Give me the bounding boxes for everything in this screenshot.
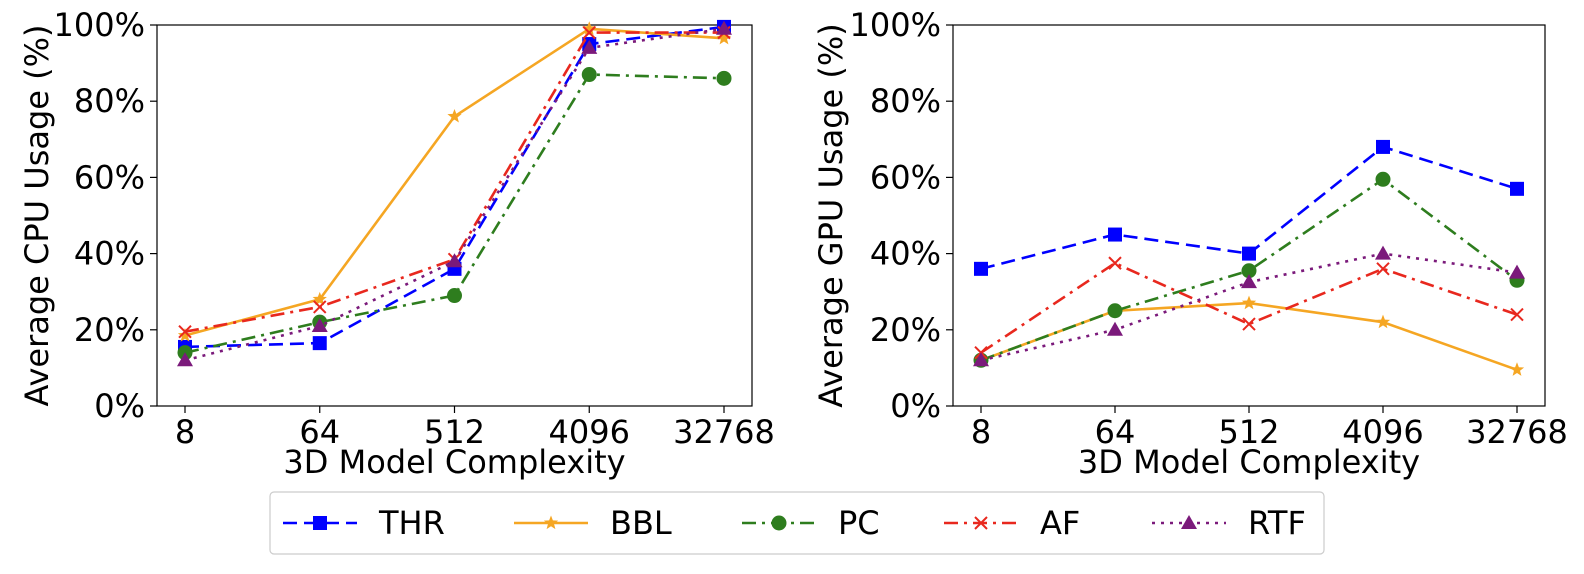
data-point-pc	[716, 70, 732, 86]
y-tick-label: 40%	[870, 235, 941, 273]
data-point-rtf	[581, 39, 598, 54]
legend-marker-thr	[313, 516, 327, 530]
data-point-pc	[1241, 263, 1257, 279]
x-tick-label: 512	[1218, 413, 1279, 451]
data-point-af	[582, 25, 596, 40]
series-line-rtf	[184, 27, 725, 362]
legend-marker-pc	[771, 515, 787, 531]
series-line-thr	[184, 25, 725, 349]
legend-entry-rtf: RTF	[1152, 504, 1306, 542]
series-line-pc	[184, 73, 725, 354]
data-point-bbl	[1509, 362, 1525, 376]
data-point-af	[313, 300, 327, 314]
x-tick-label: 8	[175, 413, 195, 451]
legend-frame	[269, 491, 1325, 555]
y-tick-label: 60%	[74, 158, 145, 196]
x-tick-label: 8	[971, 413, 991, 451]
series-bbl	[973, 295, 1525, 376]
legend-marker-bbl	[543, 515, 559, 530]
data-point-bbl	[177, 328, 193, 342]
data-point-bbl	[447, 108, 462, 123]
data-point-bbl	[582, 21, 597, 35]
x-axis-label: 3D Model Complexity	[283, 443, 625, 481]
series-thr	[178, 19, 731, 354]
x-axis-label: 3D Model Complexity	[1078, 443, 1420, 481]
legend-entry-pc: PC	[742, 504, 880, 542]
data-point-bbl	[312, 291, 327, 306]
legend-label: AF	[1040, 504, 1080, 542]
gpu-usage-panel: 0% 20% 40% 60% 80% 100% 8 64 512 4096 32768 3D Mode…	[812, 6, 1568, 481]
data-point-af	[1376, 262, 1390, 276]
y-tick-label: 100%	[54, 6, 145, 44]
x-tick-label: 32768	[673, 413, 775, 451]
legend-label: PC	[838, 504, 880, 542]
data-point-rtf	[177, 352, 193, 367]
y-tick-label: 80%	[74, 82, 145, 120]
data-point-thr	[312, 336, 327, 351]
data-point-rtf	[446, 253, 463, 268]
data-point-bbl	[1241, 295, 1257, 310]
data-point-rtf	[1107, 321, 1123, 336]
data-point-af	[1108, 256, 1122, 270]
data-point-rtf	[1509, 264, 1525, 279]
y-axis-label: Average GPU Usage (%)	[812, 23, 850, 408]
x-tick-label: 64	[299, 413, 340, 451]
data-point-pc	[581, 67, 597, 83]
x-tick-label: 4096	[1342, 413, 1423, 451]
x-tick-label: 512	[424, 413, 485, 451]
data-point-thr	[1108, 227, 1122, 242]
legend-marker-af	[974, 516, 988, 530]
y-tick-label: 100%	[850, 6, 941, 44]
data-point-pc	[1107, 303, 1123, 319]
data-point-af	[178, 324, 192, 339]
data-point-rtf	[1375, 245, 1391, 260]
legend-entry-bbl: BBL	[514, 504, 672, 542]
legend-entry-thr: THR	[283, 504, 445, 542]
y-tick-label: 20%	[74, 311, 145, 349]
data-point-af	[1510, 307, 1524, 322]
data-point-rtf	[1241, 274, 1257, 289]
y-tick-label: 0%	[890, 387, 941, 425]
series-pc	[973, 171, 1525, 368]
y-tick-label: 80%	[870, 82, 941, 120]
y-tick-label: 40%	[74, 235, 145, 273]
legend-label: THR	[378, 504, 445, 542]
series-rtf	[177, 20, 732, 367]
y-tick-label: 20%	[870, 311, 941, 349]
series-line-af	[980, 261, 1518, 354]
data-point-pc	[447, 288, 462, 304]
y-tick-label: 60%	[870, 158, 941, 196]
y-axis-label: Average CPU Usage (%)	[18, 24, 56, 406]
data-point-thr	[974, 261, 988, 276]
legend: THR BBL PC AF RTF	[269, 491, 1325, 555]
data-point-rtf	[716, 20, 732, 35]
cpu-usage-panel: 0% 20% 40% 60% 80% 100% 8 64 512 4096 32768 3D Mode…	[18, 6, 775, 481]
data-point-pc	[1375, 171, 1391, 187]
data-point-thr	[1510, 181, 1524, 196]
series-rtf	[973, 245, 1525, 367]
axes-frame	[156, 24, 753, 407]
series-line-af	[184, 31, 724, 333]
data-point-thr	[1242, 246, 1256, 261]
series-thr	[974, 139, 1524, 276]
data-point-rtf	[311, 317, 328, 332]
data-point-bbl	[716, 30, 732, 45]
data-point-rtf	[973, 352, 989, 367]
x-tick-label: 32768	[1466, 413, 1568, 451]
x-tick-label: 4096	[549, 413, 630, 451]
legend-label: RTF	[1248, 504, 1306, 542]
y-tick-label: 0%	[94, 387, 145, 425]
data-point-thr	[1376, 139, 1390, 154]
data-point-af	[1242, 317, 1256, 331]
x-tick-label: 64	[1095, 413, 1136, 451]
data-point-bbl	[1375, 314, 1391, 329]
series-af	[974, 256, 1524, 360]
legend-marker-rtf	[1181, 515, 1197, 529]
legend-label: BBL	[610, 504, 672, 542]
series-line-bbl	[980, 301, 1518, 372]
legend-entry-af: AF	[944, 504, 1080, 542]
